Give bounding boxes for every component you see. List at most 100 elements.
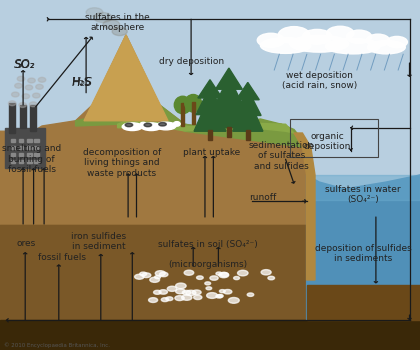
Bar [34, 153, 39, 156]
Ellipse shape [176, 283, 186, 289]
Bar [19, 146, 23, 149]
Polygon shape [236, 83, 259, 100]
Text: SO₂: SO₂ [13, 58, 35, 71]
Polygon shape [213, 77, 244, 108]
Ellipse shape [159, 290, 168, 294]
Ellipse shape [103, 20, 120, 29]
Bar [9, 103, 15, 133]
Ellipse shape [194, 295, 202, 300]
Bar [27, 139, 32, 142]
Ellipse shape [210, 276, 218, 280]
Text: sulfates in the
atmosphere: sulfates in the atmosphere [85, 13, 150, 33]
Ellipse shape [268, 276, 275, 280]
Ellipse shape [175, 296, 184, 301]
Bar [27, 153, 32, 156]
Ellipse shape [19, 103, 26, 107]
Ellipse shape [141, 123, 161, 131]
Polygon shape [198, 80, 222, 98]
Polygon shape [234, 90, 261, 116]
Ellipse shape [219, 272, 229, 278]
Ellipse shape [185, 94, 202, 112]
Text: fossil fuels: fossil fuels [38, 253, 86, 262]
Ellipse shape [257, 33, 285, 47]
Text: plant uptake: plant uptake [184, 148, 241, 157]
Ellipse shape [160, 272, 168, 277]
Bar [307, 175, 420, 199]
Ellipse shape [140, 122, 147, 127]
Ellipse shape [149, 298, 158, 302]
Polygon shape [118, 121, 294, 133]
Bar [181, 103, 184, 126]
Ellipse shape [159, 122, 165, 127]
Polygon shape [76, 105, 302, 147]
Bar [34, 146, 39, 149]
Ellipse shape [166, 297, 173, 301]
Ellipse shape [167, 286, 177, 291]
Bar [27, 160, 32, 163]
Ellipse shape [22, 94, 29, 99]
Polygon shape [211, 85, 247, 128]
Ellipse shape [125, 123, 133, 127]
Ellipse shape [135, 274, 144, 279]
Ellipse shape [25, 85, 33, 90]
Polygon shape [0, 35, 307, 224]
Ellipse shape [140, 272, 147, 276]
Ellipse shape [192, 290, 201, 295]
Bar [20, 105, 26, 128]
Ellipse shape [278, 27, 310, 43]
Ellipse shape [205, 282, 210, 285]
Text: wet deposition
(acid rain, snow): wet deposition (acid rain, snow) [281, 71, 357, 90]
Ellipse shape [12, 92, 19, 97]
Ellipse shape [182, 290, 191, 295]
Ellipse shape [261, 270, 271, 275]
Ellipse shape [216, 295, 222, 298]
Bar [10, 139, 15, 142]
Ellipse shape [173, 122, 180, 126]
Ellipse shape [327, 26, 354, 40]
Polygon shape [294, 133, 315, 280]
Ellipse shape [174, 96, 191, 114]
Polygon shape [233, 97, 263, 131]
Ellipse shape [142, 273, 151, 278]
Ellipse shape [181, 295, 192, 300]
Bar [307, 285, 420, 320]
Ellipse shape [386, 36, 407, 48]
Bar [0, 320, 420, 350]
Bar [10, 160, 15, 163]
Bar [10, 153, 15, 156]
Ellipse shape [15, 83, 22, 88]
Ellipse shape [217, 294, 223, 297]
Bar [19, 160, 23, 163]
Bar [192, 102, 195, 124]
Ellipse shape [156, 122, 176, 130]
Polygon shape [84, 35, 168, 121]
Ellipse shape [154, 290, 161, 294]
Ellipse shape [220, 272, 228, 277]
Bar [19, 139, 23, 142]
Ellipse shape [176, 289, 185, 294]
Bar [10, 146, 15, 149]
Ellipse shape [159, 122, 166, 126]
Polygon shape [307, 175, 420, 320]
Text: sulfates in soil (SO₄²⁻): sulfates in soil (SO₄²⁻) [158, 240, 258, 250]
Polygon shape [196, 87, 224, 115]
Ellipse shape [368, 41, 405, 54]
Ellipse shape [8, 101, 16, 106]
Ellipse shape [161, 298, 168, 302]
Polygon shape [194, 94, 226, 131]
Ellipse shape [33, 93, 40, 98]
Ellipse shape [234, 276, 239, 280]
Bar [27, 146, 32, 149]
Text: deposition of sulfides
in sediments: deposition of sulfides in sediments [315, 244, 412, 264]
Ellipse shape [17, 76, 25, 81]
Ellipse shape [207, 293, 218, 299]
Bar [19, 153, 23, 156]
Ellipse shape [28, 78, 35, 83]
Text: organic
deposition: organic deposition [304, 132, 351, 152]
Text: runoff: runoff [249, 193, 276, 202]
Ellipse shape [150, 277, 160, 282]
Ellipse shape [184, 270, 194, 275]
Text: sulfates in water
(SO₄²⁻): sulfates in water (SO₄²⁻) [326, 184, 401, 204]
Ellipse shape [197, 276, 203, 279]
Ellipse shape [302, 29, 332, 44]
